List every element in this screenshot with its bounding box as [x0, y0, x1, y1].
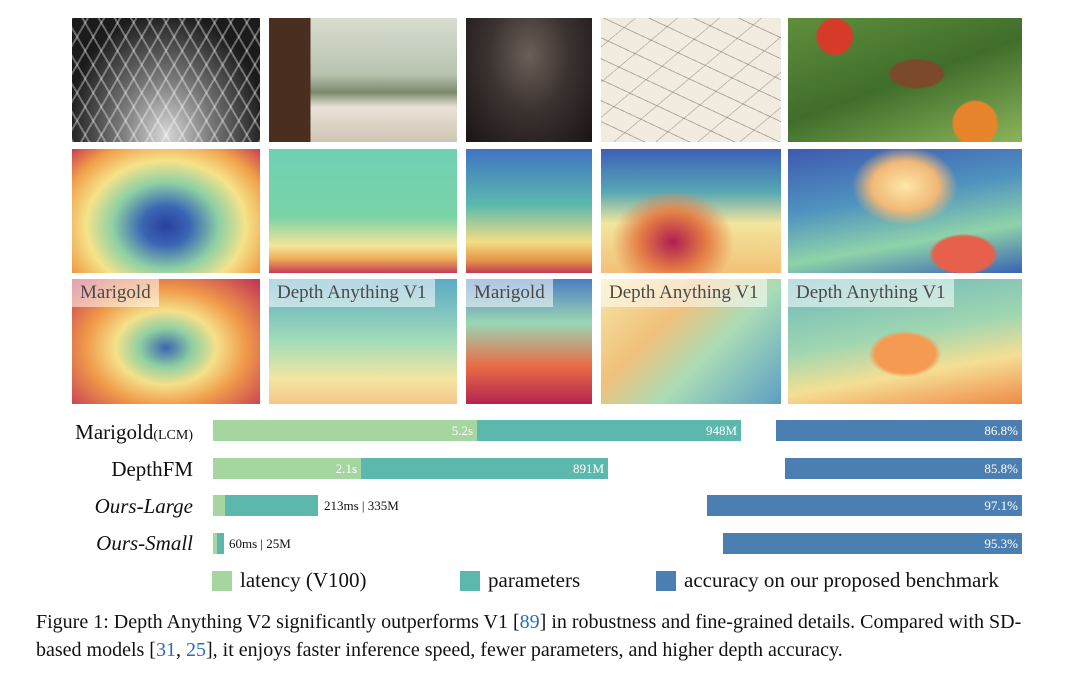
parameters-bar: 891M: [361, 458, 608, 479]
figure-image-grid: Marigold Depth Anything V1 Marigold Dept…: [72, 18, 1022, 404]
caption-text: ] in robustness and fine-grained details…: [36, 611, 1022, 661]
latency-params-value: 60ms | 25M: [229, 536, 291, 551]
depth-map-comparison-butterfly: Depth Anything V1: [788, 279, 1022, 404]
image-label: Depth Anything V1: [601, 279, 767, 307]
input-image-bridge: [72, 18, 260, 142]
depth-map-v2-sketch: [601, 149, 781, 273]
depth-map-comparison-warriors: Marigold: [466, 279, 592, 404]
legend-label: parameters: [488, 568, 581, 592]
depth-map-comparison-sketch: Depth Anything V1: [601, 279, 781, 404]
depth-map-v2-bridge: [72, 149, 260, 273]
caption-text: ,: [175, 639, 186, 661]
depth-map-comparison-room: Depth Anything V1: [269, 279, 457, 404]
latency-value: 2.1s: [335, 461, 357, 476]
row-label-marigold: Marigold(LCM): [75, 420, 193, 444]
latency-params-value: 213ms | 335M: [324, 498, 399, 513]
latency-bar: [213, 533, 217, 554]
parameters-bar: [225, 495, 318, 516]
citation-link[interactable]: 89: [519, 611, 540, 633]
citation-link[interactable]: 31: [155, 639, 176, 661]
parameters-value: 948M: [705, 423, 737, 438]
accuracy-bar: 95.3%: [723, 533, 1022, 554]
legend-swatch-latency: [212, 570, 232, 591]
image-label: Depth Anything V1: [788, 279, 954, 307]
row-label-ours-large: Ours-Large: [94, 494, 193, 518]
accuracy-bar: 86.8%: [776, 420, 1022, 441]
latency-bar: 5.2s: [213, 420, 477, 441]
row-label-depthfm: DepthFM: [111, 457, 193, 481]
legend-item-parameters: parameters: [460, 568, 580, 593]
citation-link[interactable]: 25: [185, 639, 206, 661]
depth-map-v2-warriors: [466, 149, 592, 273]
depth-map-v2-butterfly: [788, 149, 1022, 273]
input-image-butterfly: [788, 18, 1022, 142]
depth-map-comparison-bridge: Marigold: [72, 279, 260, 404]
latency-value: 5.2s: [451, 423, 473, 438]
latency-bar: [213, 495, 225, 516]
input-image-room: [269, 18, 457, 142]
input-image-sketch: [601, 18, 781, 142]
image-label: Depth Anything V1: [269, 279, 435, 307]
parameters-bar: 948M: [477, 420, 741, 441]
legend-item-accuracy: accuracy on our proposed benchmark: [656, 568, 999, 593]
legend-label: latency (V100): [240, 568, 367, 592]
chart-legend: latency (V100) parameters accuracy on ou…: [212, 568, 1032, 596]
image-label: Marigold: [466, 279, 553, 307]
figure-caption: Figure 1: Depth Anything V2 significantl…: [36, 608, 1066, 664]
parameters-bar: [217, 533, 224, 554]
accuracy-value: 97.1%: [984, 498, 1018, 513]
accuracy-bar: 97.1%: [707, 495, 1022, 516]
caption-text: Figure 1: Depth Anything V2 significantl…: [36, 611, 520, 633]
legend-label: accuracy on our proposed benchmark: [684, 568, 999, 592]
accuracy-bar: 85.8%: [785, 458, 1022, 479]
row-label-ours-small: Ours-Small: [96, 531, 193, 555]
caption-text: ], it enjoys faster inference speed, few…: [205, 639, 843, 661]
parameters-value: 891M: [572, 461, 604, 476]
depth-map-v2-room: [269, 149, 457, 273]
latency-bar: 2.1s: [213, 458, 361, 479]
legend-swatch-accuracy: [656, 570, 676, 591]
accuracy-value: 95.3%: [984, 536, 1018, 551]
input-image-warriors: [466, 18, 592, 142]
legend-swatch-parameters: [460, 570, 480, 591]
legend-item-latency: latency (V100): [212, 568, 367, 593]
accuracy-value: 85.8%: [984, 461, 1018, 476]
accuracy-value: 86.8%: [984, 423, 1018, 438]
image-label: Marigold: [72, 279, 159, 307]
